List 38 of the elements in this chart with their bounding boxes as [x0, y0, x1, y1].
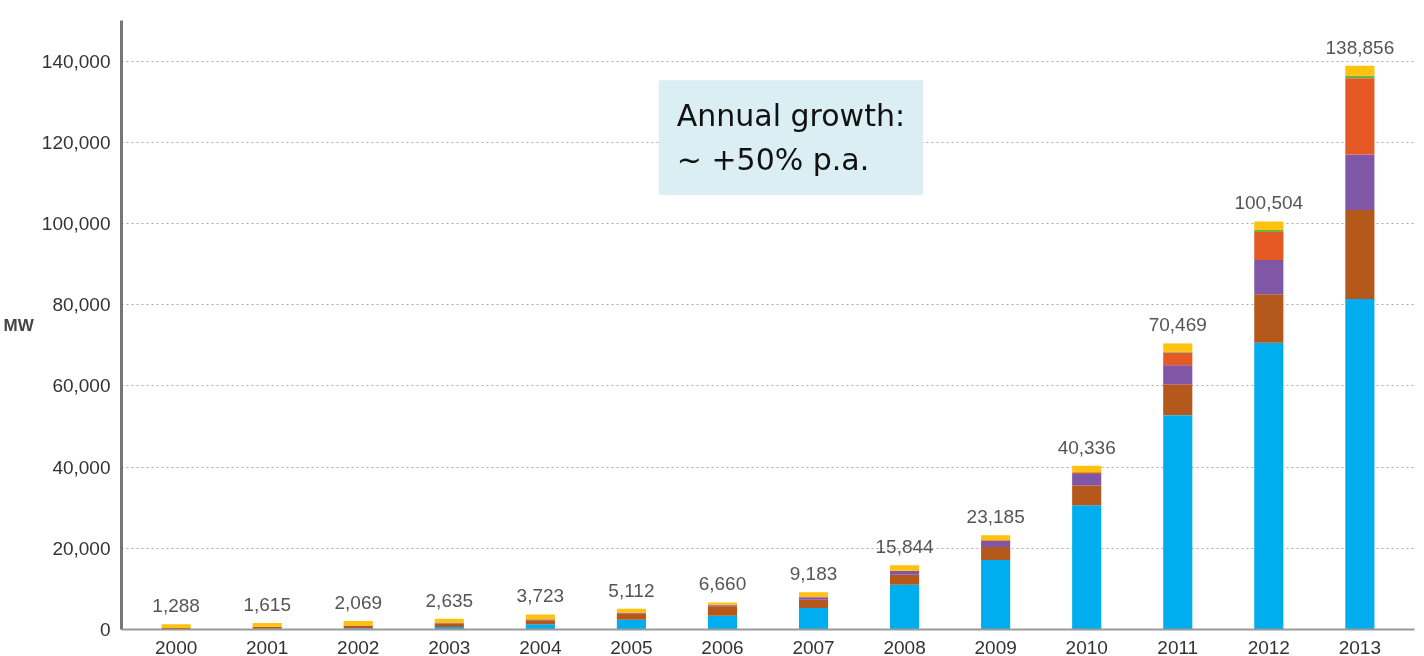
x-tick-label: 2001 [246, 636, 289, 656]
x-tick-label: 2006 [701, 636, 744, 656]
total-label: 5,112 [608, 579, 655, 601]
x-tick-label: 2004 [519, 636, 562, 656]
total-label: 138,856 [1325, 36, 1395, 58]
y-tick-label: 120,000 [41, 131, 111, 153]
y-tick-label: 0 [99, 619, 111, 640]
total-label: 6,660 [698, 573, 747, 595]
total-label: 2,069 [334, 592, 383, 614]
x-tick-label: 2005 [610, 636, 653, 656]
total-label: 1,288 [152, 595, 200, 617]
y-tick-label: 140,000 [41, 50, 111, 72]
x-tick-label: 2009 [974, 636, 1017, 656]
total-label: 1,615 [243, 593, 291, 615]
x-tick-label: 2011 [1157, 636, 1199, 656]
x-tick-label: 2008 [883, 636, 926, 656]
x-tick-label: 2012 [1247, 636, 1290, 656]
x-tick-label: 2010 [1065, 636, 1108, 656]
x-tick-label: 2003 [428, 636, 471, 656]
y-tick-label: 100,000 [41, 213, 111, 234]
total-label: 40,336 [1057, 436, 1116, 458]
total-label: 3,723 [516, 585, 565, 607]
total-label: 23,185 [966, 506, 1025, 528]
y-tick-label: 40,000 [52, 456, 111, 478]
total-label: 9,183 [789, 563, 838, 585]
total-label: 2,635 [425, 589, 474, 611]
x-tick-label: 2002 [337, 636, 380, 656]
x-tick-label: 2000 [155, 636, 198, 656]
total-label: 100,504 [1234, 192, 1304, 214]
y-axis-title: MW [3, 315, 35, 335]
total-label: 70,469 [1148, 314, 1207, 336]
x-tick-label: 2013 [1338, 636, 1382, 656]
annotation: Annual growth: ~ +50% p.a. [676, 98, 906, 178]
x-tick-label: 2007 [792, 636, 835, 656]
total-label: 15,844 [875, 536, 935, 558]
y-tick-label: 20,000 [52, 537, 111, 559]
y-tick-label: 80,000 [52, 294, 111, 316]
y-tick-label: 60,000 [52, 375, 111, 397]
